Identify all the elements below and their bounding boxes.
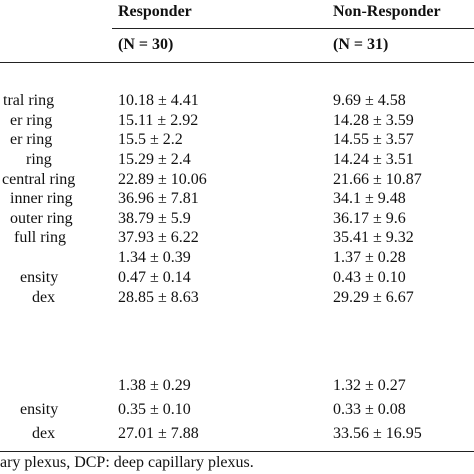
rule xyxy=(0,62,474,63)
rule xyxy=(0,451,474,452)
cell: 0.35 ± 0.10 xyxy=(118,401,191,418)
row-label: full ring xyxy=(14,229,66,246)
row-label: ensity xyxy=(20,401,59,418)
cell: 36.96 ± 7.81 xyxy=(118,190,199,207)
row-label: central ring xyxy=(2,171,76,188)
rule xyxy=(112,28,474,29)
row-label: dex xyxy=(32,425,56,442)
cell: 15.5 ± 2.2 xyxy=(118,131,183,148)
cell: 37.93 ± 6.22 xyxy=(118,229,199,246)
cell: 14.28 ± 3.59 xyxy=(333,112,414,129)
row-label: ensity xyxy=(20,269,59,286)
column-n: (N = 30) xyxy=(118,36,174,53)
row-label: dex xyxy=(32,289,56,306)
row-label: inner ring xyxy=(10,190,73,207)
row-label: tral ring xyxy=(3,92,55,109)
cell: 29.29 ± 6.67 xyxy=(333,289,414,306)
cell: 1.32 ± 0.27 xyxy=(333,377,406,394)
cell: 28.85 ± 8.63 xyxy=(118,289,199,306)
cell: 0.47 ± 0.14 xyxy=(118,269,191,286)
cell: 27.01 ± 7.88 xyxy=(118,425,199,442)
cell: 15.11 ± 2.92 xyxy=(118,112,199,129)
column-header: Non-Responder xyxy=(333,3,441,20)
cell: 14.24 ± 3.51 xyxy=(333,151,414,168)
cell: 1.34 ± 0.39 xyxy=(118,249,191,266)
row-label: ring xyxy=(26,151,52,168)
cell: 0.43 ± 0.10 xyxy=(333,269,406,286)
cell: 1.38 ± 0.29 xyxy=(118,377,191,394)
cell: 22.89 ± 10.06 xyxy=(118,171,207,188)
column-header: Responder xyxy=(118,3,192,20)
cell: 0.33 ± 0.08 xyxy=(333,401,406,418)
cell: 9.69 ± 4.58 xyxy=(333,92,406,109)
cell: 36.17 ± 9.6 xyxy=(333,210,406,227)
cell: 34.1 ± 9.48 xyxy=(333,190,406,207)
cell: 1.37 ± 0.28 xyxy=(333,249,406,266)
row-label: er ring xyxy=(10,131,53,148)
footnote: ary plexus, DCP: deep capillary plexus. xyxy=(0,454,254,471)
row-label: outer ring xyxy=(10,210,73,227)
cell: 14.55 ± 3.57 xyxy=(333,131,414,148)
cell: 33.56 ± 16.95 xyxy=(333,425,422,442)
cell: 38.79 ± 5.9 xyxy=(118,210,191,227)
cell: 35.41 ± 9.32 xyxy=(333,229,414,246)
row-label: er ring xyxy=(10,112,53,129)
cell: 10.18 ± 4.41 xyxy=(118,92,199,109)
cell: 21.66 ± 10.87 xyxy=(333,171,422,188)
cell: 15.29 ± 2.4 xyxy=(118,151,191,168)
column-n: (N = 31) xyxy=(333,36,389,53)
